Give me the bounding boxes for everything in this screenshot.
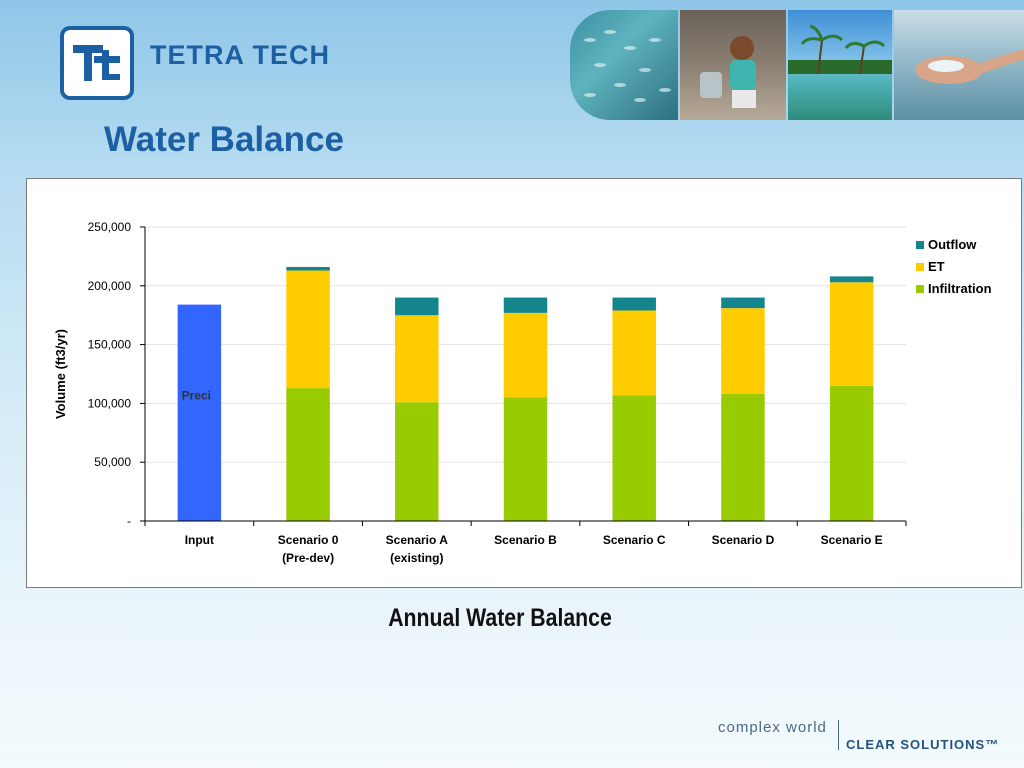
- bar-outflow-6: [829, 276, 874, 283]
- child-water-photo: [680, 10, 786, 120]
- bar-et-6: [829, 282, 874, 386]
- hands-icon: [915, 49, 1024, 84]
- y-tick-label: 150,000: [88, 338, 132, 352]
- legend: Outflow ET Infiltration: [916, 237, 992, 296]
- y-tick-label: 50,000: [94, 455, 131, 469]
- bar-infiltration-3: [503, 397, 548, 521]
- x-category-label: Scenario A: [386, 533, 449, 547]
- chart-panel: - 50,000 100,000 150,000 200,000 250,000 Volum…: [26, 178, 1022, 588]
- tetra-tech-logo: [60, 26, 134, 100]
- bar-outflow-1: [286, 266, 330, 271]
- child-icon: [700, 36, 756, 108]
- legend-swatch-outflow: [916, 241, 924, 249]
- tagline-divider: [838, 720, 839, 750]
- bar-et-1: [286, 270, 330, 389]
- fish-icon: [584, 30, 671, 102]
- brand-name: TETRA TECH: [150, 40, 330, 70]
- y-tick-label: -: [127, 514, 131, 528]
- legend-label-outflow: Outflow: [928, 237, 977, 252]
- tagline-clear-solutions: CLEAR SOLUTIONS™: [846, 737, 1000, 752]
- x-category-label: Input: [185, 533, 214, 547]
- legend-label-et: ET: [928, 259, 945, 274]
- legend-label-infiltration: Infiltration: [928, 281, 992, 296]
- hands-water-photo: [894, 10, 1024, 120]
- axes: [140, 226, 907, 526]
- bar-infiltration-4: [612, 395, 656, 521]
- bar-outflow-5: [721, 297, 765, 309]
- page-title: Water Balance: [104, 120, 344, 159]
- bar-infiltration-6: [829, 385, 874, 521]
- palm-tree-icon: [788, 24, 892, 75]
- legend-swatch-infiltration: [916, 285, 924, 293]
- x-category-label: (existing): [390, 551, 443, 565]
- bar-input-precipitation: [177, 304, 222, 521]
- bar-group: [177, 266, 874, 521]
- legend-swatch-et: [916, 263, 924, 271]
- x-category-label: Scenario B: [494, 533, 557, 547]
- bar-input-label: Preci: [182, 388, 211, 402]
- x-category-label: (Pre-dev): [282, 551, 334, 565]
- bar-et-3: [503, 312, 548, 398]
- tagline-complex-world: complex world: [718, 719, 827, 736]
- bar-outflow-2: [395, 297, 439, 316]
- tropical-beach-photo: [788, 10, 892, 120]
- y-tick-label: 100,000: [88, 396, 132, 410]
- bar-et-5: [721, 308, 765, 394]
- chart-caption: Annual Water Balance: [388, 604, 612, 632]
- tt-logo-mark-icon: [73, 45, 120, 81]
- bar-outflow-4: [612, 297, 656, 311]
- y-tick-label: 250,000: [88, 220, 132, 234]
- y-axis-label: Volume (ft3/yr): [53, 329, 68, 419]
- bar-infiltration-5: [721, 393, 765, 521]
- header-photo-strip: [570, 10, 1024, 120]
- x-category-label: Scenario E: [821, 533, 883, 547]
- bar-et-4: [612, 310, 656, 396]
- bar-outflow-3: [503, 297, 548, 313]
- fish-school-photo: [570, 10, 678, 120]
- bar-infiltration-2: [395, 402, 439, 521]
- y-tick-label: 200,000: [88, 279, 132, 293]
- x-category-label: Scenario D: [712, 533, 775, 547]
- tick-labels: - 50,000 100,000 150,000 200,000 250,000 Volum…: [53, 220, 883, 565]
- bar-et-2: [395, 315, 439, 403]
- bar-infiltration-1: [286, 388, 330, 521]
- water-balance-chart: - 50,000 100,000 150,000 200,000 250,000 Volum…: [53, 220, 992, 565]
- x-category-label: Scenario C: [603, 533, 666, 547]
- x-category-label: Scenario 0: [278, 533, 339, 547]
